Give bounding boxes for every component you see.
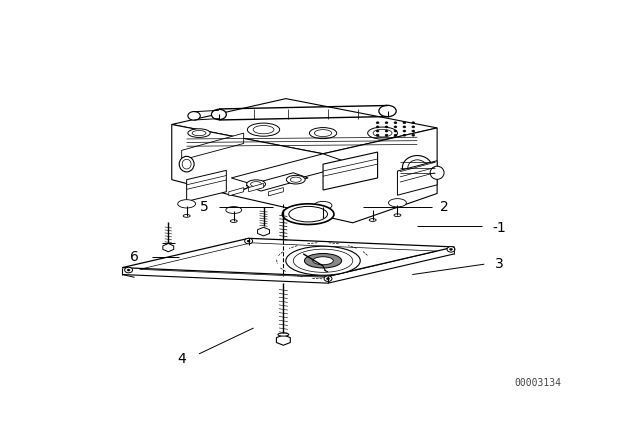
Circle shape bbox=[385, 122, 388, 124]
Circle shape bbox=[403, 122, 406, 124]
Ellipse shape bbox=[319, 216, 326, 219]
Ellipse shape bbox=[367, 127, 397, 139]
Ellipse shape bbox=[226, 207, 242, 214]
Circle shape bbox=[412, 130, 415, 132]
Circle shape bbox=[412, 122, 415, 124]
Circle shape bbox=[385, 126, 388, 128]
Circle shape bbox=[376, 130, 379, 132]
Polygon shape bbox=[172, 99, 437, 154]
Circle shape bbox=[385, 130, 388, 132]
Text: 3: 3 bbox=[495, 257, 504, 271]
Circle shape bbox=[385, 134, 388, 136]
Ellipse shape bbox=[230, 220, 237, 223]
Ellipse shape bbox=[286, 246, 360, 275]
Ellipse shape bbox=[188, 112, 200, 120]
Circle shape bbox=[394, 122, 397, 124]
Ellipse shape bbox=[246, 180, 266, 189]
Circle shape bbox=[127, 269, 130, 271]
Polygon shape bbox=[231, 128, 437, 223]
Ellipse shape bbox=[313, 257, 333, 265]
Polygon shape bbox=[229, 188, 244, 196]
Circle shape bbox=[412, 126, 415, 128]
Ellipse shape bbox=[278, 333, 289, 336]
Polygon shape bbox=[246, 173, 308, 191]
Text: 4: 4 bbox=[177, 352, 186, 366]
Circle shape bbox=[412, 134, 415, 136]
Ellipse shape bbox=[430, 166, 444, 179]
Circle shape bbox=[403, 134, 406, 136]
Text: 2: 2 bbox=[440, 200, 449, 214]
Circle shape bbox=[403, 130, 406, 132]
Text: -1: -1 bbox=[492, 221, 506, 235]
Ellipse shape bbox=[314, 202, 332, 210]
Circle shape bbox=[449, 248, 452, 250]
Circle shape bbox=[394, 130, 397, 132]
Circle shape bbox=[125, 267, 132, 273]
Circle shape bbox=[447, 246, 455, 252]
Circle shape bbox=[376, 126, 379, 128]
Ellipse shape bbox=[248, 123, 280, 136]
Circle shape bbox=[376, 134, 379, 136]
Polygon shape bbox=[122, 238, 454, 276]
Circle shape bbox=[394, 126, 397, 128]
Text: 5: 5 bbox=[200, 200, 209, 214]
Ellipse shape bbox=[309, 128, 337, 138]
Circle shape bbox=[247, 240, 250, 242]
Polygon shape bbox=[397, 161, 437, 195]
Ellipse shape bbox=[388, 198, 406, 207]
Polygon shape bbox=[323, 152, 378, 190]
Text: 6: 6 bbox=[130, 250, 139, 264]
Polygon shape bbox=[231, 154, 353, 188]
Ellipse shape bbox=[178, 200, 196, 208]
Circle shape bbox=[244, 238, 253, 244]
Ellipse shape bbox=[305, 254, 342, 268]
Polygon shape bbox=[182, 133, 244, 160]
Ellipse shape bbox=[183, 215, 190, 217]
Ellipse shape bbox=[188, 129, 210, 138]
Polygon shape bbox=[163, 244, 173, 252]
Circle shape bbox=[324, 276, 332, 281]
Polygon shape bbox=[187, 170, 227, 202]
Ellipse shape bbox=[286, 175, 305, 184]
Circle shape bbox=[394, 134, 397, 136]
Ellipse shape bbox=[369, 219, 376, 221]
Ellipse shape bbox=[379, 105, 396, 117]
Ellipse shape bbox=[394, 214, 401, 216]
Polygon shape bbox=[257, 227, 269, 236]
Ellipse shape bbox=[211, 109, 227, 120]
Circle shape bbox=[376, 122, 379, 124]
Ellipse shape bbox=[282, 204, 334, 224]
Ellipse shape bbox=[403, 155, 432, 180]
Text: 00003134: 00003134 bbox=[514, 379, 561, 388]
Circle shape bbox=[326, 278, 330, 280]
Ellipse shape bbox=[179, 156, 194, 172]
Ellipse shape bbox=[279, 241, 288, 245]
Polygon shape bbox=[172, 125, 323, 195]
Polygon shape bbox=[269, 188, 284, 196]
Polygon shape bbox=[249, 184, 264, 192]
Circle shape bbox=[403, 126, 406, 128]
Polygon shape bbox=[276, 335, 291, 345]
